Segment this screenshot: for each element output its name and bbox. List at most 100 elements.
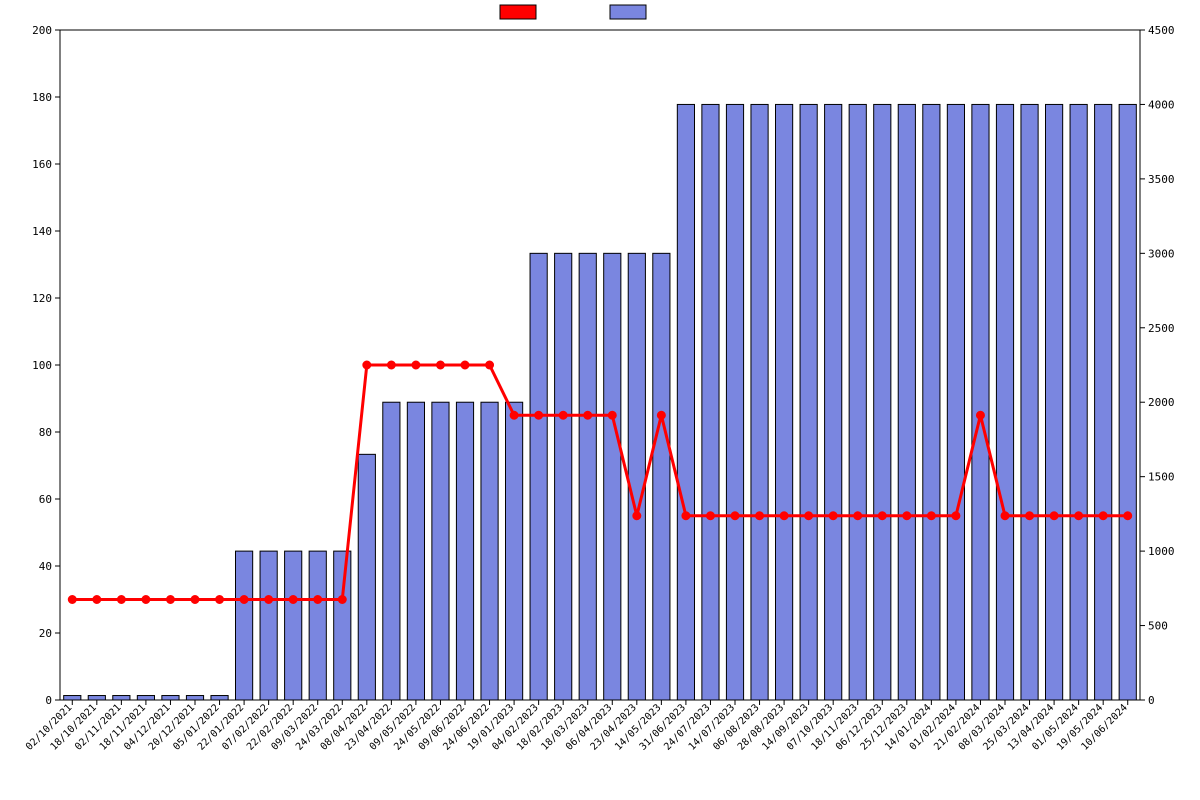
bar — [162, 696, 179, 700]
bar — [88, 696, 105, 700]
bar — [530, 253, 547, 700]
y-left-tick-label: 20 — [39, 627, 52, 640]
line-marker — [780, 512, 788, 520]
line-marker — [363, 361, 371, 369]
bar — [260, 551, 277, 700]
line-marker — [265, 596, 273, 604]
line-marker — [1124, 512, 1132, 520]
y-right-tick-label: 3000 — [1148, 247, 1175, 260]
y-right-tick-label: 1500 — [1148, 471, 1175, 484]
line-marker — [976, 411, 984, 419]
line-marker — [510, 411, 518, 419]
y-left-tick-label: 80 — [39, 426, 52, 439]
bar — [432, 402, 449, 700]
line-marker — [387, 361, 395, 369]
line-marker — [338, 596, 346, 604]
line-marker — [633, 512, 641, 520]
line-marker — [927, 512, 935, 520]
line-marker — [559, 411, 567, 419]
bar — [407, 402, 424, 700]
bar — [947, 104, 964, 700]
bar — [579, 253, 596, 700]
y-left-tick-label: 140 — [32, 225, 52, 238]
y-left-tick-label: 0 — [45, 694, 52, 707]
bar — [653, 253, 670, 700]
y-left-tick-label: 180 — [32, 91, 52, 104]
y-right-tick-label: 2500 — [1148, 322, 1175, 335]
line-marker — [731, 512, 739, 520]
bar — [800, 104, 817, 700]
y-right-tick-label: 3500 — [1148, 173, 1175, 186]
y-right-tick-label: 4000 — [1148, 98, 1175, 111]
line-marker — [608, 411, 616, 419]
line-marker — [854, 512, 862, 520]
bar — [972, 104, 989, 700]
line-marker — [191, 596, 199, 604]
line-marker — [1001, 512, 1009, 520]
line-marker — [68, 596, 76, 604]
y-left-tick-label: 120 — [32, 292, 52, 305]
bar — [726, 104, 743, 700]
line-marker — [584, 411, 592, 419]
bar — [923, 104, 940, 700]
line-marker — [216, 596, 224, 604]
bar — [874, 104, 891, 700]
y-right-tick-label: 500 — [1148, 620, 1168, 633]
bar — [64, 696, 81, 700]
line-marker — [903, 512, 911, 520]
bar — [358, 454, 375, 700]
bar — [383, 402, 400, 700]
line-marker — [142, 596, 150, 604]
y-right-tick-label: 0 — [1148, 694, 1155, 707]
chart-svg: 0204060801001201401601802000500100015002… — [0, 0, 1200, 800]
line-marker — [461, 361, 469, 369]
bar — [604, 253, 621, 700]
legend — [500, 5, 646, 19]
bar — [211, 696, 228, 700]
line-marker — [756, 512, 764, 520]
line-marker — [1026, 512, 1034, 520]
y-right-tick-label: 1000 — [1148, 545, 1175, 558]
y-left-tick-label: 100 — [32, 359, 52, 372]
y-left-tick-label: 160 — [32, 158, 52, 171]
bar — [1070, 104, 1087, 700]
line-marker — [952, 512, 960, 520]
bar — [285, 551, 302, 700]
bar — [309, 551, 326, 700]
bar — [849, 104, 866, 700]
bar — [236, 551, 253, 700]
bar — [677, 104, 694, 700]
bar — [1095, 104, 1112, 700]
bar — [555, 253, 572, 700]
bar — [113, 696, 130, 700]
line-marker — [829, 512, 837, 520]
bar — [628, 253, 645, 700]
line-marker — [117, 596, 125, 604]
bar — [1119, 104, 1136, 700]
line-marker — [682, 512, 690, 520]
y-right-tick-label: 2000 — [1148, 396, 1175, 409]
bar — [898, 104, 915, 700]
line-marker — [1099, 512, 1107, 520]
line-marker — [436, 361, 444, 369]
line-marker — [289, 596, 297, 604]
bar — [137, 696, 154, 700]
legend-swatch-bar — [610, 5, 646, 19]
line-marker — [240, 596, 248, 604]
bar — [1021, 104, 1038, 700]
line-marker — [486, 361, 494, 369]
bar — [996, 104, 1013, 700]
line-marker — [535, 411, 543, 419]
bar — [334, 551, 351, 700]
line-marker — [166, 596, 174, 604]
bar — [506, 402, 523, 700]
y-left-tick-label: 200 — [32, 24, 52, 37]
legend-swatch-line — [500, 5, 536, 19]
dual-axis-chart: 0204060801001201401601802000500100015002… — [0, 0, 1200, 800]
bar — [481, 402, 498, 700]
line-marker — [1075, 512, 1083, 520]
y-left-tick-label: 60 — [39, 493, 52, 506]
bar — [776, 104, 793, 700]
line-marker — [878, 512, 886, 520]
line-marker — [314, 596, 322, 604]
